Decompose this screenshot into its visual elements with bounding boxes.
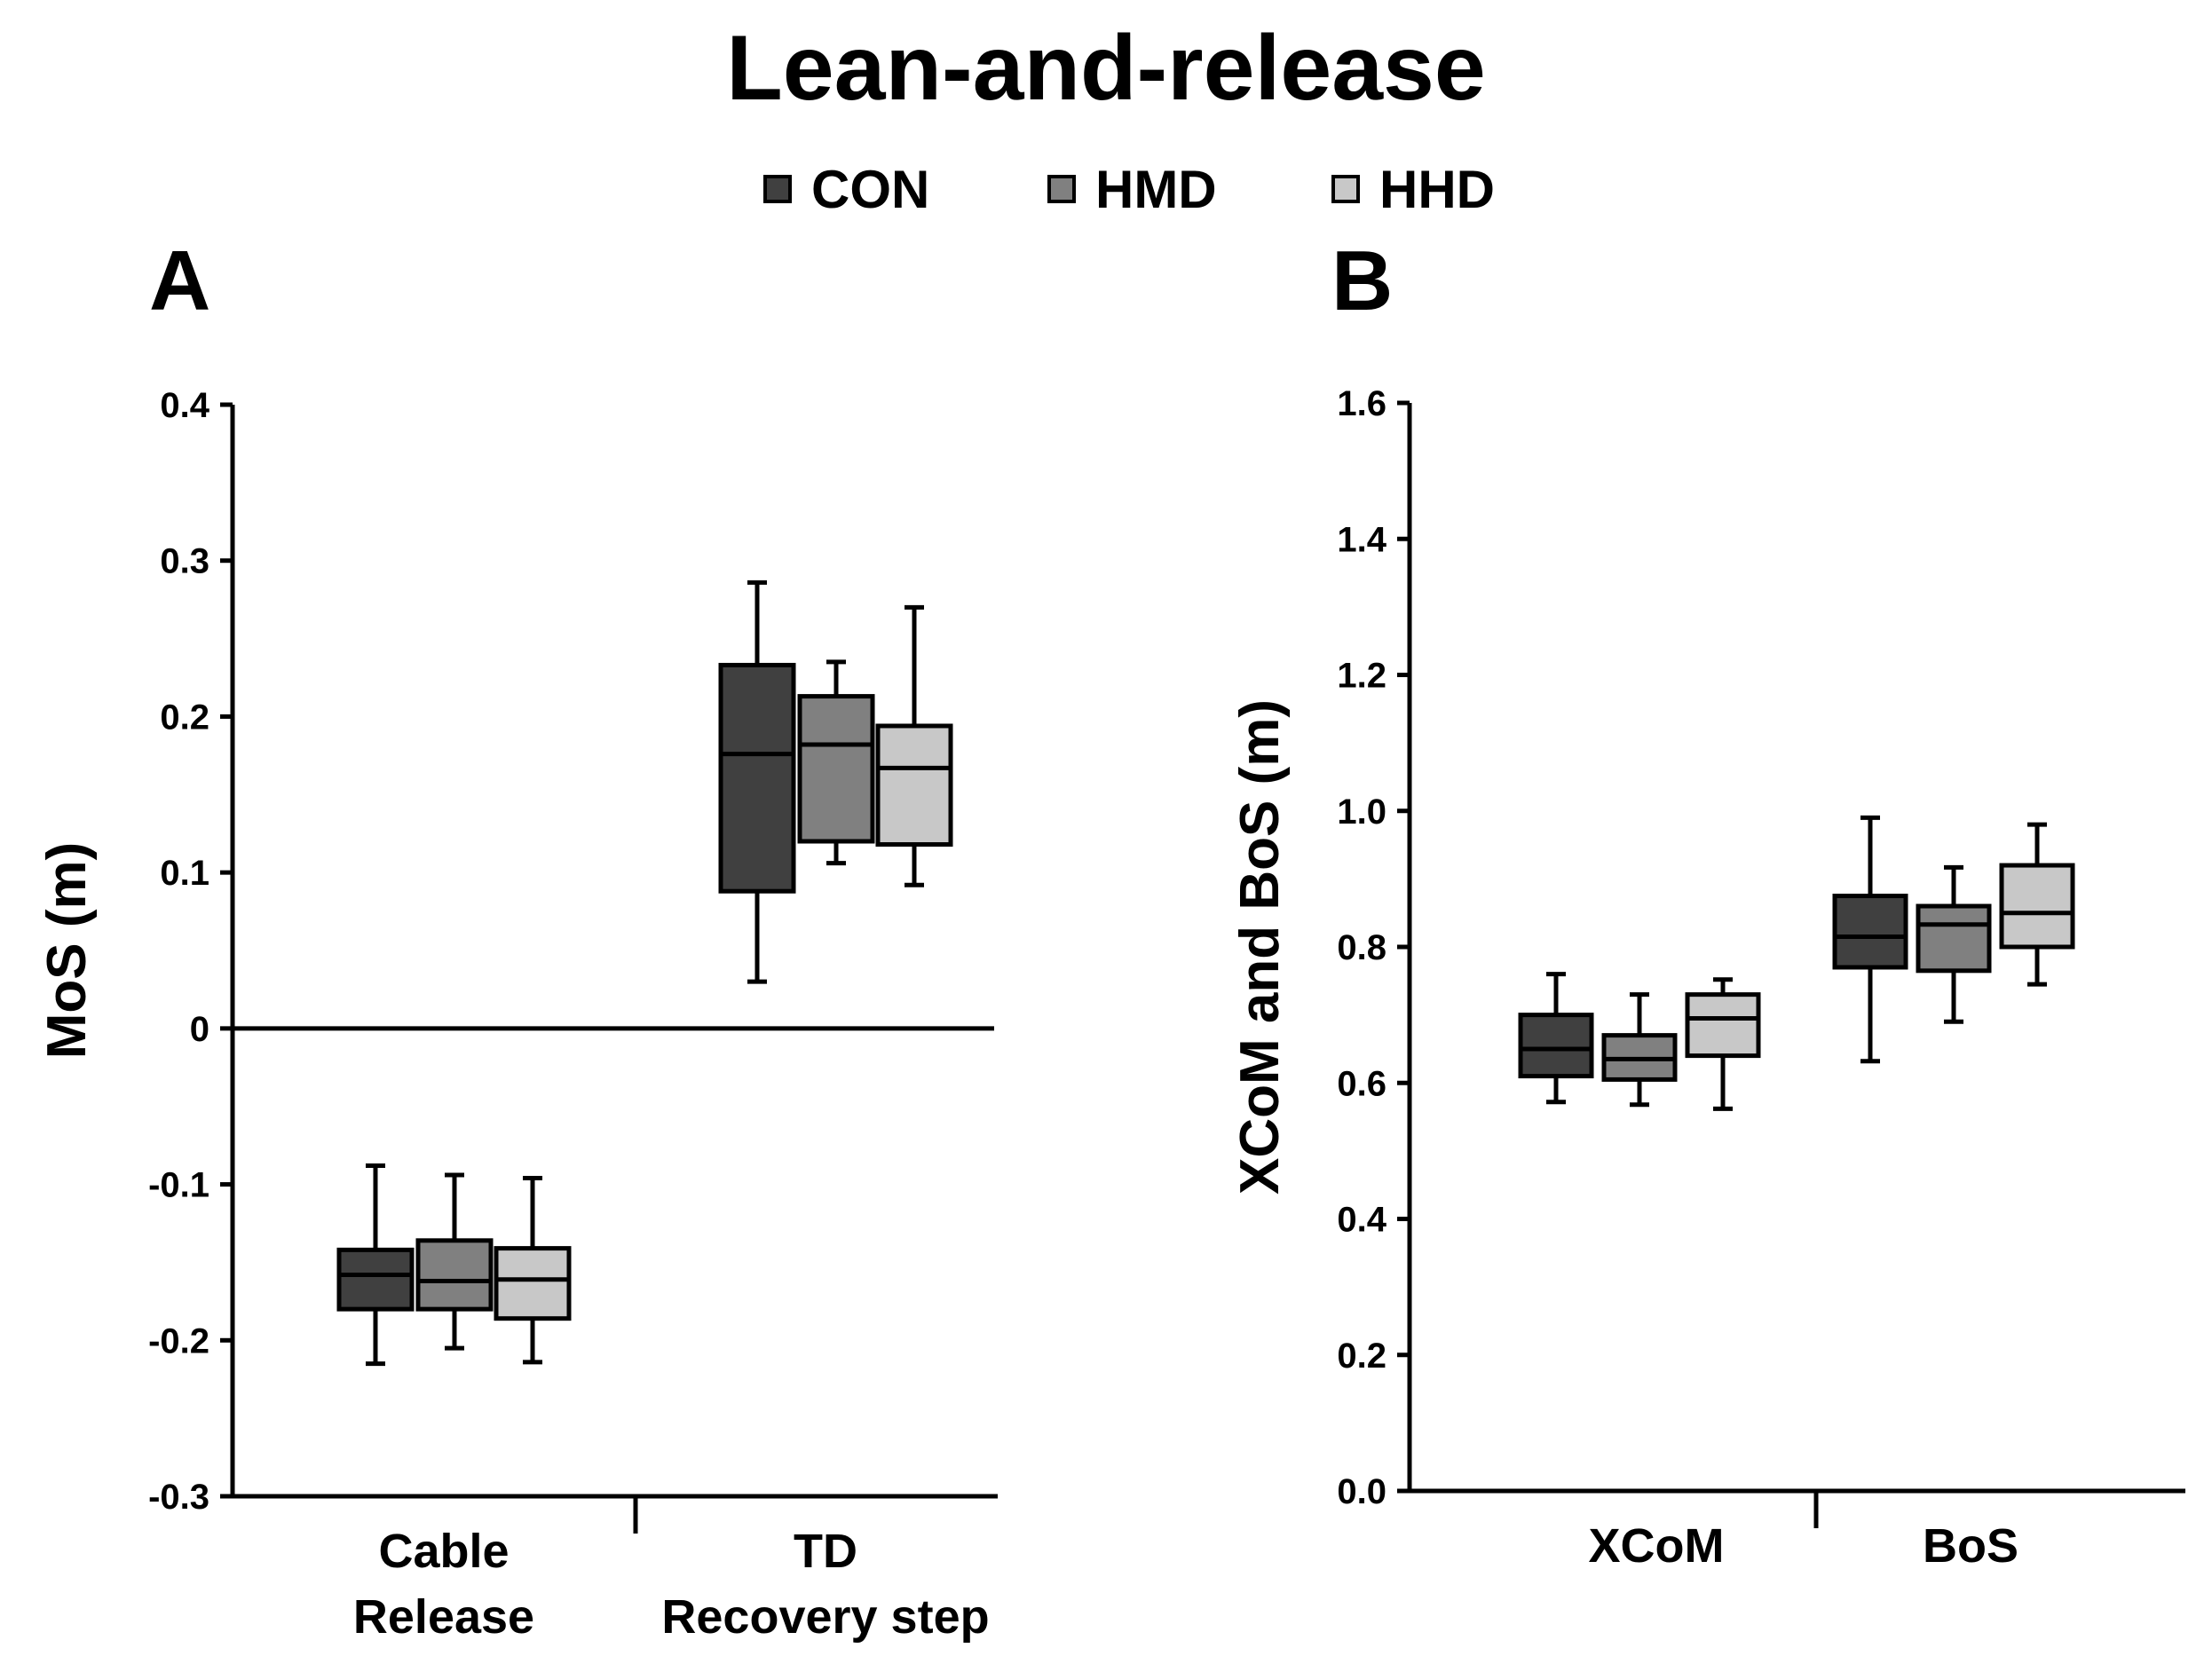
box-iqr <box>1832 894 1908 970</box>
y-tick-label: -0.2 <box>148 1321 209 1360</box>
box-iqr <box>875 723 953 848</box>
legend-item-hhd: HHD <box>1331 149 1495 229</box>
legend-swatch-hhd <box>1331 175 1360 203</box>
y-tick-label: 1.4 <box>1337 520 1386 559</box>
panel-label-a: A <box>149 233 211 328</box>
box-hhd-0 <box>1685 977 1761 1111</box>
y-axis-label: MoS (m) <box>36 842 98 1060</box>
legend-item-con: CON <box>763 149 929 229</box>
y-tick-label: 0.6 <box>1337 1064 1386 1103</box>
box-iqr <box>336 1247 415 1312</box>
y-tick-label: 0 <box>190 1010 209 1049</box>
box-hmd-1 <box>797 659 875 866</box>
y-tick-label: 0.2 <box>160 698 209 737</box>
box-iqr <box>1518 1013 1594 1079</box>
figure-title: Lean-and-release <box>726 17 1486 120</box>
box-con-1 <box>718 580 796 984</box>
box-hhd-0 <box>494 1176 572 1365</box>
x-category-label: TD <box>794 1525 857 1578</box>
legend-label-con: CON <box>811 159 930 219</box>
y-tick-label: 0.8 <box>1337 928 1386 967</box>
box-hmd-1 <box>1916 864 1992 1024</box>
y-tick-label: 0.4 <box>160 386 209 425</box>
x-category-label: BoS <box>1923 1519 2018 1573</box>
panel-label-b: B <box>1331 233 1394 328</box>
y-tick-label: -0.1 <box>148 1166 209 1205</box>
box-hhd-1 <box>1999 822 2075 987</box>
x-category-label: Cable <box>378 1525 509 1578</box>
legend: CON HMD HHD <box>0 149 2212 229</box>
y-tick-label: 1.0 <box>1337 793 1386 832</box>
y-tick-label: 0.3 <box>160 542 209 581</box>
x-category-label: XCoM <box>1589 1519 1725 1573</box>
box-iqr <box>494 1246 572 1321</box>
box-iqr <box>415 1238 494 1312</box>
box-hmd-0 <box>415 1172 494 1351</box>
y-tick-label: 1.2 <box>1337 657 1386 696</box>
y-tick-label: -0.3 <box>148 1478 209 1517</box>
box-iqr <box>1999 863 2075 950</box>
y-tick-label: 0.4 <box>1337 1201 1386 1240</box>
box-iqr <box>1685 992 1761 1059</box>
legend-swatch-con <box>763 175 792 203</box>
y-tick-label: 0.1 <box>160 854 209 893</box>
legend-label-hmd: HMD <box>1095 159 1217 219</box>
box-con-1 <box>1832 815 1908 1064</box>
legend-label-hhd: HHD <box>1379 159 1495 219</box>
x-category-label: Release <box>353 1590 534 1644</box>
x-category-label: Recovery step <box>661 1590 989 1644</box>
box-con-0 <box>336 1163 415 1367</box>
box-iqr <box>797 694 875 844</box>
legend-item-hmd: HMD <box>1047 149 1217 229</box>
y-tick-label: 0.0 <box>1337 1472 1386 1511</box>
y-tick-label: 1.6 <box>1337 384 1386 423</box>
box-iqr <box>1916 903 1992 974</box>
legend-swatch-hmd <box>1047 175 1076 203</box>
y-tick-label: 0.2 <box>1337 1337 1386 1376</box>
box-con-0 <box>1518 972 1594 1105</box>
box-hhd-1 <box>875 604 953 887</box>
y-axis-label: XCoM and BoS (m) <box>1229 699 1291 1195</box>
box-iqr <box>718 662 796 894</box>
box-hmd-0 <box>1601 992 1678 1108</box>
